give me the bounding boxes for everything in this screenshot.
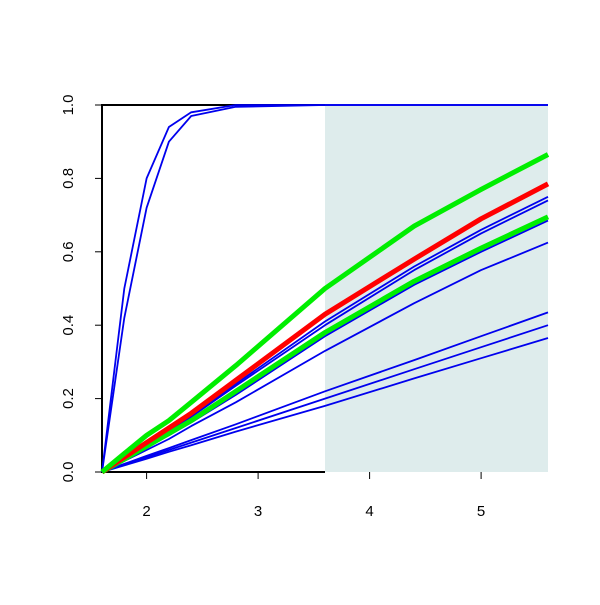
- x-tick-label: 5: [477, 503, 485, 520]
- series-line: [101, 337, 549, 473]
- y-tick-label: 1.0: [60, 95, 77, 116]
- x-tick-label: 2: [142, 503, 150, 520]
- series-line: [100, 181, 550, 475]
- x-tick-label: 3: [254, 503, 262, 520]
- y-tick-label: 0.6: [60, 241, 77, 262]
- series-line: [101, 104, 548, 473]
- series-line: [101, 311, 549, 473]
- y-tick-label: 0.8: [60, 168, 77, 189]
- series-line: [100, 152, 550, 474]
- y-tick-label: 0.4: [60, 315, 77, 336]
- axis-frame: [101, 104, 325, 473]
- series-line: [101, 324, 549, 473]
- shaded-region: [325, 105, 548, 472]
- y-tick-label: 0.2: [60, 388, 77, 409]
- x-tick-label: 4: [365, 503, 373, 520]
- y-tick-label: 0.0: [60, 462, 77, 483]
